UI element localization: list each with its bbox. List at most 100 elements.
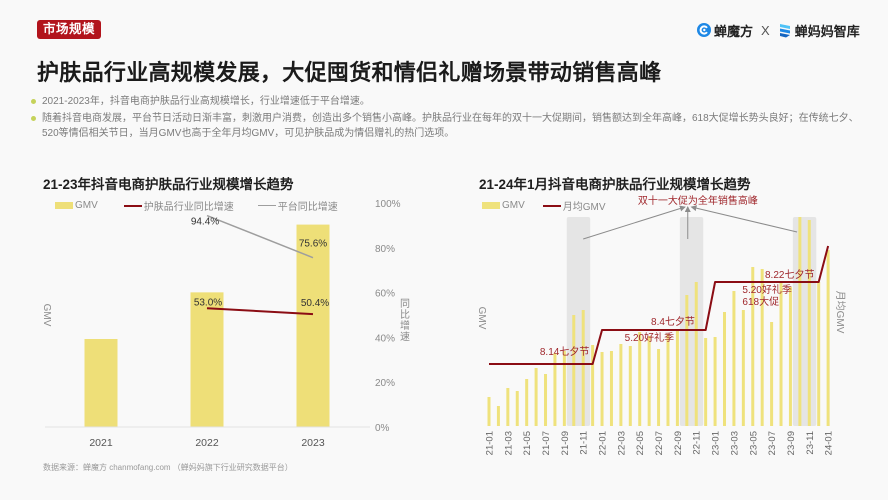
gmv-bar-2023	[296, 224, 330, 427]
gmv-bar-21-06	[534, 368, 538, 426]
gmv-bar-22-03	[619, 344, 623, 426]
brand-left-name: 蝉魔方	[714, 23, 754, 39]
legend-bar-swatch-icon	[482, 202, 500, 209]
gmv-bar-22-04	[628, 346, 632, 426]
x-tick-label: 2023	[301, 437, 325, 449]
x-tick-label: 24-01	[824, 431, 835, 455]
summary-bullets: 2021-2023年，抖音电商护肤品行业高规模增长，行业增速低于平台增速。 随着…	[30, 94, 868, 143]
x-tick-label: 23-11	[805, 431, 816, 455]
gmv-bar-23-08	[779, 281, 783, 426]
gmv-bar-23-02	[723, 312, 726, 426]
gmv-bar-21-04	[515, 391, 519, 426]
y-right-tick-label: 40%	[375, 333, 395, 344]
y-left-axis-label: GMV	[476, 307, 487, 330]
gmv-bar-22-07	[657, 349, 661, 426]
gmv-bar-22-12	[704, 338, 708, 426]
y-right-axis-label: 增	[400, 319, 410, 332]
data-label: 75.6%	[299, 239, 327, 250]
bullet-item: 2021-2023年，抖音电商护肤品行业高规模增长，行业增速低于平台增速。	[30, 94, 868, 109]
highlight-band	[566, 217, 591, 426]
gmv-bar-23-07	[770, 322, 774, 426]
legend-label: GMV	[502, 200, 525, 211]
brand-right-name: 蝉妈妈智库	[794, 23, 860, 39]
x-tick-label: 2021	[89, 437, 113, 449]
x-tick-label: 21-07	[541, 431, 552, 455]
x-tick-label: 23-05	[748, 431, 759, 455]
x-tick-label: 21-09	[560, 431, 571, 455]
legend-monthly-avg: 月均GMV	[542, 198, 606, 213]
gmv-bar-22-02	[609, 351, 613, 426]
gmv-bar-22-06	[647, 336, 651, 426]
legend-line-swatch-icon	[542, 204, 561, 207]
legend-label: 护肤品行业同比增速	[143, 202, 234, 213]
left-chart-title: 21-23年抖音电商护肤品行业规模增长趋势	[43, 177, 294, 192]
gmv-bar-23-12	[817, 282, 821, 426]
y-left-axis-label: GMV	[41, 304, 52, 327]
data-label: 53.0%	[194, 297, 222, 308]
x-tick-label: 23-07	[767, 431, 778, 455]
brand-separator: X	[761, 22, 770, 38]
legend-industry-growth: 护肤品行业同比增速	[123, 198, 234, 213]
chanmofang-logo-icon	[697, 23, 711, 37]
x-tick-label: 21-03	[503, 431, 514, 455]
section-tag: 市场规模	[37, 20, 101, 39]
annotation-arrow	[690, 205, 798, 233]
gmv-bar-21-01	[487, 397, 491, 426]
y-right-axis-label: 同	[400, 298, 410, 310]
gmv-bar-21-08	[553, 353, 557, 426]
page-title: 护肤品行业高规模发展，大促囤货和情侣礼赠场景带动销售高峰	[37, 60, 662, 85]
gmv-bar-23-05	[751, 267, 755, 426]
gmv-bar-22-11	[694, 282, 698, 426]
x-tick-label: 2022	[195, 437, 219, 449]
x-tick-label: 23-03	[729, 431, 740, 455]
x-tick-label: 21-05	[522, 431, 533, 455]
left-chart-legend: GMV 护肤品行业同比增速 平台同比增速	[55, 198, 352, 213]
gmv-bar-21-10	[572, 315, 576, 426]
gmv-bar-21-09	[562, 351, 566, 426]
gmv-bar-21-11	[581, 310, 585, 426]
right-chart-title: 21-24年1月抖音电商护肤品行业规模增长趋势	[479, 177, 751, 192]
chanmama-logo-icon	[779, 23, 790, 37]
legend-gmv: GMV	[55, 200, 98, 211]
x-tick-label: 23-01	[711, 431, 722, 455]
chart-annotation: 8.22七夕节	[765, 269, 814, 281]
gmv-bar-23-01	[713, 337, 717, 426]
gmv-bar-21-02	[496, 406, 500, 426]
gmv-bar-23-10	[798, 217, 802, 426]
y-right-tick-label: 100%	[375, 199, 401, 210]
legend-label: 月均GMV	[562, 202, 606, 213]
gmv-bar-22-05	[638, 332, 642, 426]
left-chart: 94.4% 75.6% 53.0% 50.4% 2021 2022 2023 0% 20% 40%…	[41, 199, 410, 449]
legend-label: 平台同比增速	[277, 202, 338, 213]
x-tick-label: 22-05	[635, 431, 646, 455]
chart-annotation: 8.4七夕节	[651, 316, 695, 328]
gmv-bar-2022	[190, 292, 224, 427]
y-right-tick-label: 0%	[375, 423, 390, 434]
bullet-dot-icon	[31, 99, 36, 104]
chart-annotation: 5.20好礼季	[742, 283, 791, 296]
right-chart: 双十一大促为全年销售高峰 8.14七夕节 8.4七夕节 5.20好礼季 8.22七夕节 5…	[476, 194, 846, 455]
y-right-axis-label: 月均GMV	[834, 291, 846, 334]
gmv-bar-23-09	[788, 287, 792, 426]
data-label: 94.4%	[191, 217, 219, 228]
gmv-bar-24-01	[826, 250, 830, 426]
annotation-arrow	[583, 205, 686, 240]
bullet-dot-icon	[31, 116, 36, 121]
y-right-axis-label: 比	[400, 309, 410, 321]
gmv-bar-23-04	[741, 310, 745, 426]
data-source-note: 数据来源：蝉魔方 chanmofang.com （蝉妈妈旗下行业研究数据平台）	[43, 463, 293, 472]
gmv-bar-22-08	[666, 334, 670, 426]
gmv-bar-23-03	[732, 291, 736, 426]
industry-growth-line	[206, 307, 314, 316]
y-right-tick-label: 60%	[375, 289, 395, 300]
x-tick-label: 21-01	[485, 431, 496, 455]
legend-bar-swatch-icon	[55, 202, 73, 209]
bullet-text: 随着抖音电商发展，平台节日活动日渐丰富，刺激用户消费，创造出多个销售小高峰。护肤…	[42, 113, 859, 139]
gmv-bar-22-10	[685, 295, 689, 426]
bullet-text: 2021-2023年，抖音电商护肤品行业高规模增长，行业增速低于平台增速。	[42, 96, 370, 107]
chart-annotation: 618大促	[742, 295, 779, 308]
x-tick-label: 23-09	[786, 431, 797, 455]
gmv-bar-23-06	[760, 269, 764, 426]
gmv-bar-21-03	[506, 388, 510, 426]
